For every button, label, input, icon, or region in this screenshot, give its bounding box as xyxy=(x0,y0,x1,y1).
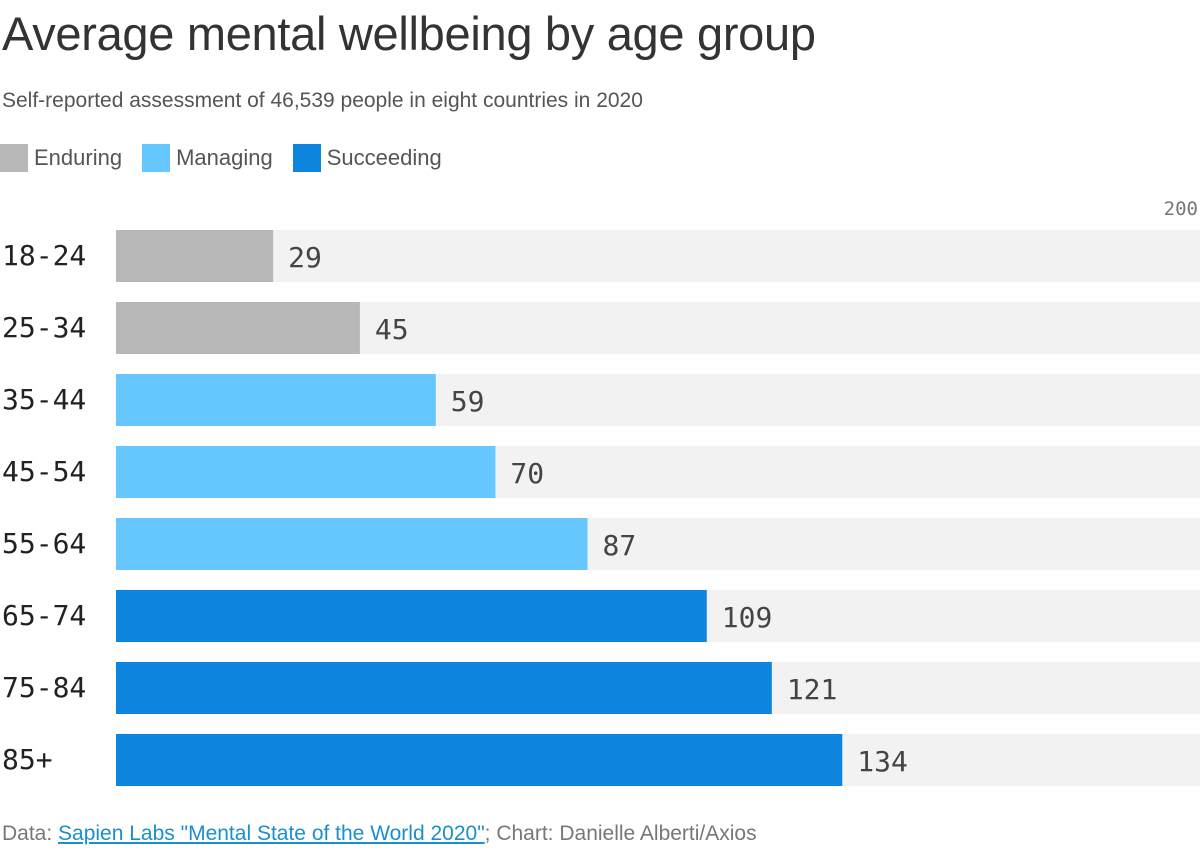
value-label: 29 xyxy=(288,241,322,274)
bar-chart: 200 18-24 29 25-34 45 35-44 59 45-54 70 55-64 87 65… xyxy=(2,198,1200,786)
legend-item-succeeding: Succeeding xyxy=(292,144,442,172)
source-footer: Data: Sapien Labs "Mental State of the W… xyxy=(2,822,757,846)
footer-prefix: Data: xyxy=(2,822,59,845)
value-label: 109 xyxy=(722,601,773,634)
legend-label-enduring: Enduring xyxy=(34,145,123,170)
value-label: 59 xyxy=(451,385,485,418)
value-label: 121 xyxy=(787,673,838,706)
bar xyxy=(116,230,274,282)
category-label: 65-74 xyxy=(2,599,86,632)
category-label: 85+ xyxy=(2,743,53,776)
legend-item-managing: Managing xyxy=(142,144,273,172)
bar xyxy=(116,446,496,498)
value-label: 134 xyxy=(857,745,908,778)
category-label: 25-34 xyxy=(2,311,86,344)
value-label: 45 xyxy=(375,313,409,346)
legend-label-managing: Managing xyxy=(176,145,273,170)
category-label: 18-24 xyxy=(2,239,86,272)
legend-swatch-succeeding xyxy=(292,144,321,172)
footer-suffix: ; Chart: Danielle Alberti/Axios xyxy=(484,822,757,845)
chart-subtitle: Self-reported assessment of 46,539 peopl… xyxy=(2,89,643,112)
bar xyxy=(116,734,843,786)
value-label: 87 xyxy=(603,529,637,562)
bar xyxy=(116,374,436,426)
bar xyxy=(116,590,707,642)
category-label: 45-54 xyxy=(2,455,86,488)
legend-swatch-managing xyxy=(142,144,171,172)
source-link[interactable]: Sapien Labs "Mental State of the World 2… xyxy=(58,822,485,845)
legend-label-succeeding: Succeeding xyxy=(326,145,442,170)
legend-swatch-enduring xyxy=(0,144,28,172)
category-label: 35-44 xyxy=(2,383,86,416)
axis-max-label: 200 xyxy=(1164,198,1198,220)
bar xyxy=(116,302,360,354)
category-label: 75-84 xyxy=(2,671,86,704)
chart-title: Average mental wellbeing by age group xyxy=(2,7,816,60)
legend-item-enduring: Enduring xyxy=(0,144,122,172)
bar xyxy=(116,518,588,570)
legend: Enduring Managing Succeeding xyxy=(0,144,462,172)
bar-track xyxy=(116,230,1200,282)
value-label: 70 xyxy=(510,457,544,490)
bar xyxy=(116,662,772,714)
category-label: 55-64 xyxy=(2,527,86,560)
